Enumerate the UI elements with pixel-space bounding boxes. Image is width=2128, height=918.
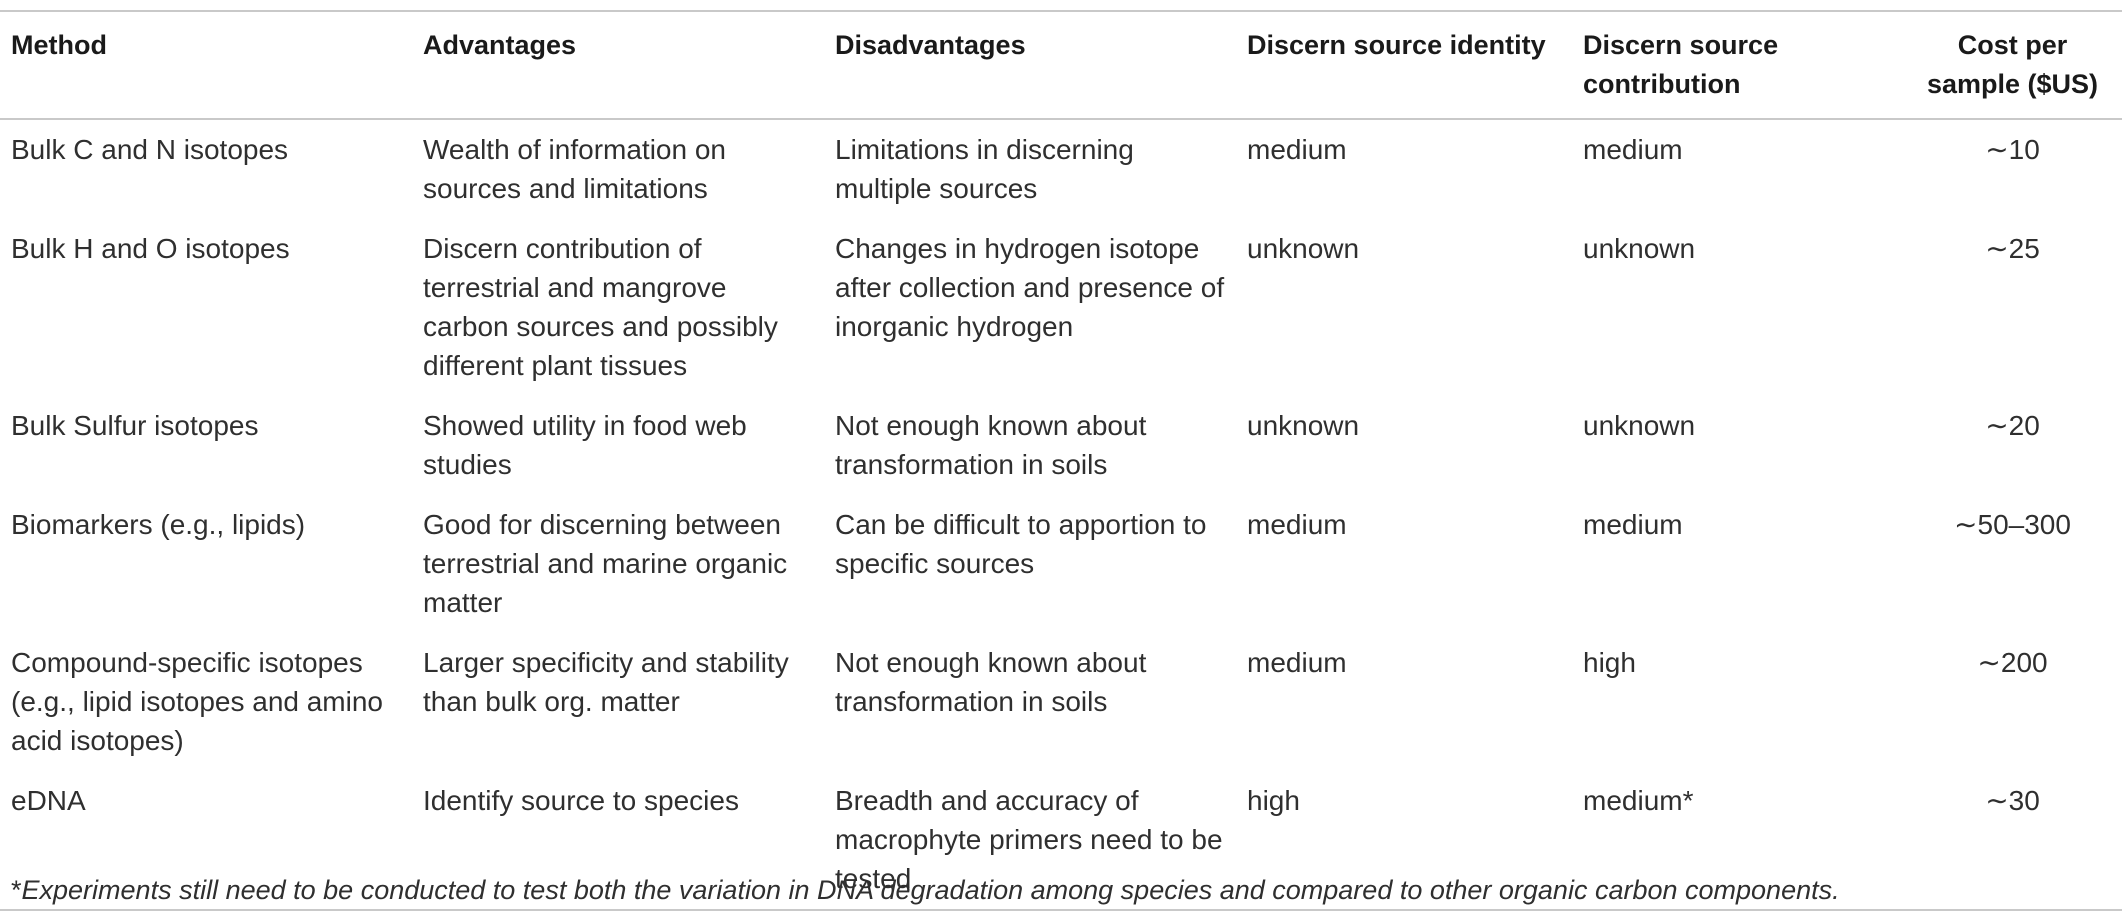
- cell-advantages: Showed utility in food web studies: [423, 410, 747, 480]
- table-row: Compound-specific isotopes (e.g., lipid …: [0, 633, 2122, 771]
- cell-identity: high: [1247, 785, 1300, 816]
- table-body: Bulk C and N isotopes Wealth of informat…: [0, 119, 2122, 910]
- cell-method: eDNA: [11, 785, 86, 816]
- cell-method: Biomarkers (e.g., lipids): [11, 509, 306, 540]
- header-method: Method: [11, 30, 107, 60]
- header-source-identity: Discern source identity: [1247, 30, 1546, 60]
- cell-disadvantages: Can be difficult to apportion to specifi…: [835, 509, 1207, 579]
- cell-advantages: Identify source to species: [423, 785, 739, 816]
- cell-cost: ∼20: [1985, 410, 2040, 441]
- cell-contribution: unknown: [1583, 410, 1696, 441]
- table-footnote: *Experiments still need to be conducted …: [11, 872, 1840, 908]
- cell-advantages: Larger specificity and stability than bu…: [423, 647, 789, 717]
- cell-identity: unknown: [1247, 233, 1360, 264]
- table-header: Method Advantages Disadvantages Discern …: [0, 12, 2122, 119]
- cell-cost: ∼10: [1985, 134, 2040, 165]
- cell-contribution: high: [1583, 647, 1636, 678]
- cell-contribution: unknown: [1583, 233, 1696, 264]
- top-rule: [0, 10, 2122, 12]
- cell-identity: medium: [1247, 509, 1347, 540]
- cell-advantages: Good for discerning between terrestrial …: [423, 509, 788, 618]
- header-cost: Cost per sample ($US): [1926, 30, 2099, 99]
- methods-table: Method Advantages Disadvantages Discern …: [0, 12, 2122, 911]
- footnote-mark: *: [11, 875, 22, 905]
- cell-disadvantages: Not enough known about transformation in…: [835, 410, 1147, 480]
- cell-identity: unknown: [1247, 410, 1360, 441]
- header-advantages: Advantages: [423, 30, 577, 60]
- cell-advantages: Wealth of information on sources and lim…: [423, 134, 726, 204]
- table-row: Bulk H and O isotopes Discern contributi…: [0, 219, 2122, 396]
- footnote-text: Experiments still need to be conducted t…: [21, 875, 1840, 905]
- cell-cost: ∼50–300: [1954, 509, 2071, 540]
- cell-method: Bulk Sulfur isotopes: [11, 410, 259, 441]
- cell-disadvantages: Changes in hydrogen isotope after collec…: [835, 233, 1225, 342]
- cell-cost: ∼30: [1985, 785, 2040, 816]
- cell-advantages: Discern contribution of terrestrial and …: [423, 233, 778, 381]
- cell-disadvantages: Not enough known about transformation in…: [835, 647, 1147, 717]
- cell-contribution: medium: [1583, 509, 1683, 540]
- table-row: Biomarkers (e.g., lipids) Good for disce…: [0, 495, 2122, 633]
- cell-method: Compound-specific isotopes (e.g., lipid …: [11, 647, 383, 756]
- cell-disadvantages: Limitations in discerning multiple sourc…: [835, 134, 1134, 204]
- header-row: Method Advantages Disadvantages Discern …: [0, 12, 2122, 119]
- cell-cost: ∼200: [1977, 647, 2048, 678]
- table-row: Bulk Sulfur isotopes Showed utility in f…: [0, 396, 2122, 495]
- header-source-contribution: Discern source contribution: [1583, 30, 1779, 99]
- cell-contribution: medium: [1583, 134, 1683, 165]
- cell-cost: ∼25: [1985, 233, 2040, 264]
- table-row: eDNA Identify source to species Breadth …: [0, 771, 2122, 910]
- header-disadvantages: Disadvantages: [835, 30, 1026, 60]
- cell-identity: medium: [1247, 134, 1347, 165]
- table-row: Bulk C and N isotopes Wealth of informat…: [0, 119, 2122, 219]
- cell-identity: medium: [1247, 647, 1347, 678]
- cell-disadvantages: Breadth and accuracy of macrophyte prime…: [835, 785, 1223, 894]
- cell-contribution: medium*: [1583, 785, 1694, 816]
- cell-method: Bulk C and N isotopes: [11, 134, 289, 165]
- cell-method: Bulk H and O isotopes: [11, 233, 290, 264]
